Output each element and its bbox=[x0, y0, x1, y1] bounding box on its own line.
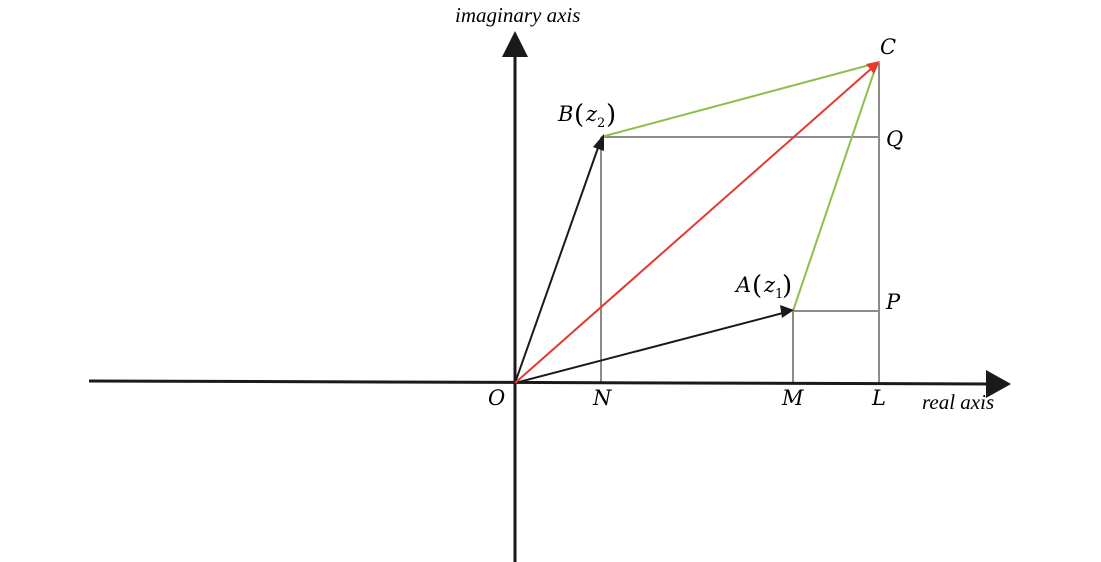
vectors bbox=[514, 134, 794, 384]
vector-OC-arrowhead bbox=[866, 61, 880, 74]
point-label-O: O bbox=[488, 386, 505, 410]
point-label-A: A ( z 1 ) bbox=[734, 271, 792, 302]
imaginary-axis-title: imaginary axis bbox=[455, 3, 580, 27]
point-label-B-var: z bbox=[585, 102, 598, 126]
point-label-N: N bbox=[592, 386, 612, 410]
point-label-A-subscript: 1 bbox=[775, 287, 783, 302]
vector-OC-line bbox=[514, 67, 873, 384]
real-axis-arrowhead bbox=[986, 370, 1011, 398]
point-label-B-open-paren: ( bbox=[574, 100, 584, 130]
point-label-B-subscript: 2 bbox=[597, 116, 605, 131]
point-label-L: L bbox=[871, 386, 886, 410]
point-label-M: M bbox=[781, 386, 804, 410]
vector-OB-arrowhead bbox=[593, 134, 604, 151]
side-A-to-C bbox=[792, 62, 878, 312]
sum-vector bbox=[514, 61, 880, 384]
point-label-A-close-paren: ) bbox=[782, 271, 792, 301]
real-axis-line bbox=[88, 379, 991, 386]
point-label-A-var: z bbox=[763, 273, 776, 297]
side-B-to-C bbox=[600, 62, 878, 138]
point-label-Q: Q bbox=[886, 127, 903, 151]
point-label-B: B ( z 2 ) bbox=[557, 100, 616, 131]
imaginary-axis-arrowhead bbox=[502, 31, 528, 57]
vector-OB-line bbox=[514, 144, 600, 384]
axes bbox=[88, 31, 1011, 562]
vector-OA-line bbox=[514, 312, 784, 384]
point-label-P: P bbox=[885, 290, 901, 314]
real-axis-title: real axis bbox=[922, 390, 994, 414]
vector-OA-arrowhead bbox=[780, 305, 794, 318]
point-label-B-letter: B bbox=[557, 102, 573, 126]
point-label-B-close-paren: ) bbox=[606, 100, 616, 130]
point-label-A-letter: A bbox=[734, 273, 751, 297]
point-label-C: C bbox=[880, 35, 896, 59]
parallelogram-sides bbox=[600, 62, 878, 312]
point-label-A-open-paren: ( bbox=[752, 271, 762, 301]
guide-lines bbox=[600, 63, 880, 383]
